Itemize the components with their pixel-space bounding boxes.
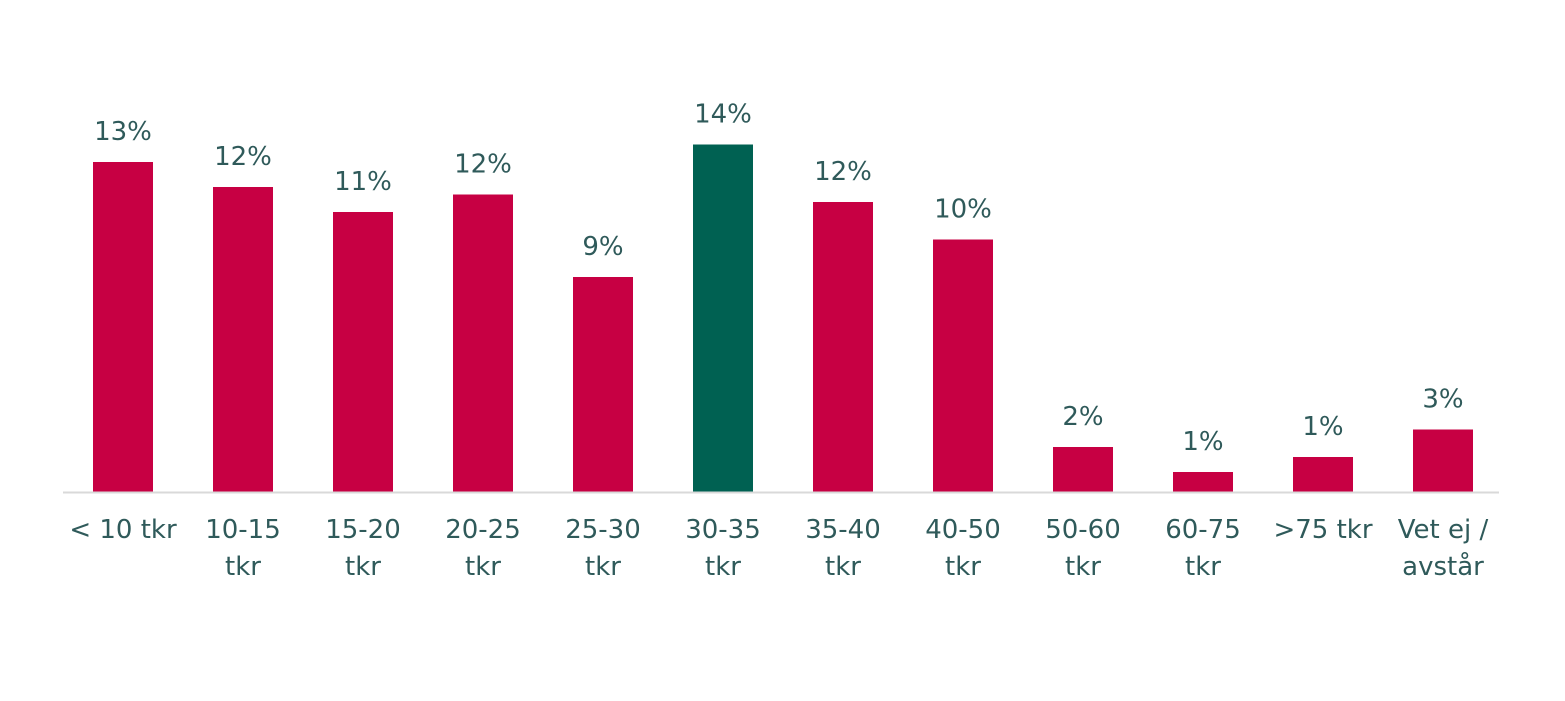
x-tick-label-line: 15-20 (325, 515, 401, 545)
x-tick-label-line: 50-60 (1045, 515, 1121, 545)
bar-2 (213, 187, 273, 492)
x-tick-label-line: tkr (465, 552, 501, 582)
x-tick-label-6: 30-35 tkr (685, 515, 761, 582)
data-label-5: 9% (582, 232, 623, 262)
data-label-3: 11% (334, 167, 392, 197)
x-tick-label-3: 15-20 tkr (325, 515, 401, 582)
x-tick-label-line: 20-25 (445, 515, 521, 545)
data-label-12: 3% (1422, 385, 1463, 415)
bar-11 (1293, 457, 1353, 492)
x-tick-label-line: 25-30 (565, 515, 641, 545)
x-tick-label-line: 30-35 (685, 515, 761, 545)
x-tick-label-line: avstår (1402, 551, 1484, 582)
data-label-2: 12% (214, 142, 272, 172)
x-tick-label-line: Vet ej / (1398, 515, 1489, 545)
data-label-10: 1% (1182, 427, 1223, 457)
x-tick-label-5: 25-30 tkr (565, 515, 641, 582)
x-tick-label-1: < 10 tkr (69, 515, 177, 545)
x-tick-label-line: < 10 tkr (69, 515, 177, 545)
x-tick-label-line: 35-40 (805, 515, 881, 545)
bar-6 (693, 144, 753, 492)
data-label-1: 13% (94, 117, 152, 147)
bar-12 (1413, 429, 1473, 492)
bar-10 (1173, 472, 1233, 492)
bar-4 (453, 194, 513, 492)
bars-group (93, 144, 1473, 492)
data-labels-group: 13% 12% 11% 12% 9% 14% 12% 10% 2% 1% 1% 3% (94, 100, 1464, 458)
x-tick-label-8: 40-50 tkr (925, 515, 1001, 582)
x-tick-label-line: >75 tkr (1273, 515, 1372, 545)
x-tick-label-4: 20-25 tkr (445, 515, 521, 582)
x-tick-label-12: Vet ej / avstår (1398, 515, 1489, 582)
data-label-9: 2% (1062, 402, 1103, 432)
x-tick-label-11: >75 tkr (1273, 515, 1372, 545)
x-tick-label-line: tkr (345, 552, 381, 582)
bar-9 (1053, 447, 1113, 492)
x-tick-label-line: tkr (705, 552, 741, 582)
data-label-8: 10% (934, 195, 992, 225)
x-tick-label-7: 35-40 tkr (805, 515, 881, 582)
x-tick-label-line: tkr (825, 552, 861, 582)
data-label-6: 14% (694, 100, 752, 130)
x-tick-label-10: 60-75 tkr (1165, 515, 1241, 582)
x-tick-label-2: 10-15 tkr (205, 515, 281, 582)
x-tick-label-line: 40-50 (925, 515, 1001, 545)
x-tick-labels-group: < 10 tkr 10-15 tkr 15-20 tkr 20-25 tkr 25-30 tkr… (69, 515, 1488, 582)
x-tick-label-line: tkr (225, 552, 261, 582)
x-tick-label-9: 50-60 tkr (1045, 515, 1121, 582)
data-label-7: 12% (814, 157, 872, 187)
x-tick-label-line: tkr (1065, 552, 1101, 582)
data-label-4: 12% (454, 150, 512, 180)
bar-1 (93, 162, 153, 492)
x-tick-label-line: tkr (945, 552, 981, 582)
x-tick-label-line: 10-15 (205, 515, 281, 545)
x-tick-label-line: 60-75 (1165, 515, 1241, 545)
bar-7 (813, 202, 873, 492)
bar-3 (333, 212, 393, 492)
x-tick-label-line: tkr (585, 552, 621, 582)
data-label-11: 1% (1302, 412, 1343, 442)
x-tick-label-line: tkr (1185, 552, 1221, 582)
bar-8 (933, 239, 993, 492)
bar-5 (573, 277, 633, 492)
